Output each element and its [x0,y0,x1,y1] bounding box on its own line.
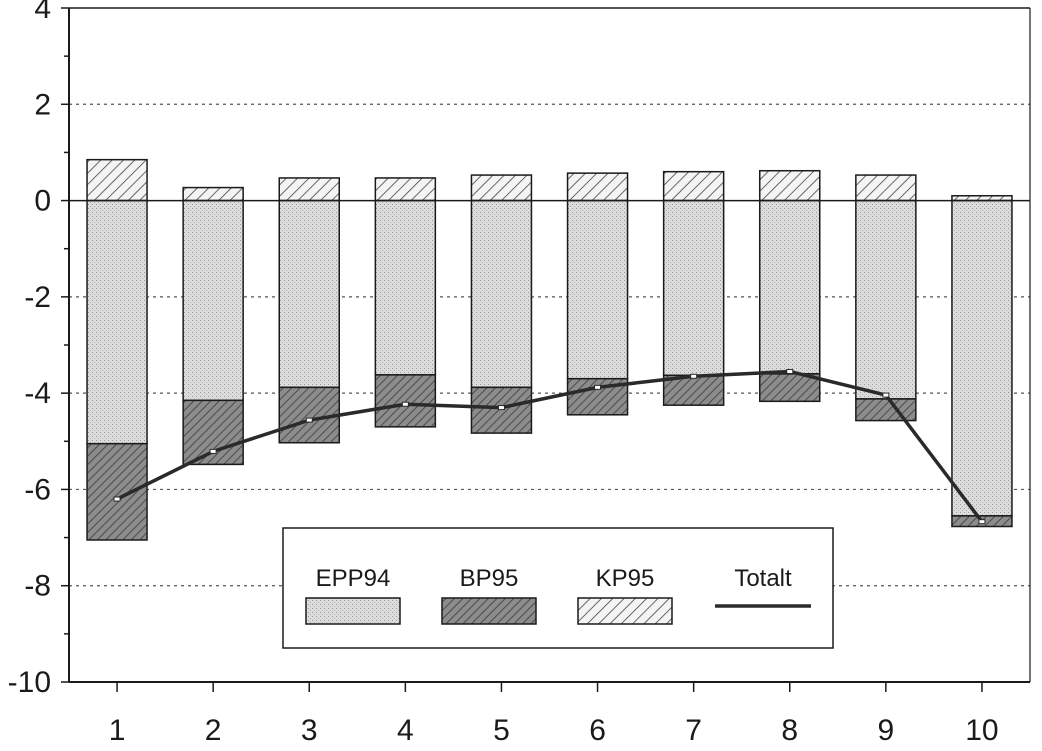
point-totalt-6 [594,384,602,390]
bar-bp95-2 [182,399,244,466]
bar-kp95-8 [759,169,821,202]
y-tick-label-neg10: -10 [8,666,51,699]
bar-bp95-9 [855,398,917,422]
bar-epp94-3 [278,199,340,389]
point-totalt-4 [401,401,409,407]
bar-kp95-3 [278,177,340,202]
bar-epp94-2 [182,199,244,402]
bar-bp95-5 [470,386,533,434]
x-tick-label-2: 2 [205,714,222,747]
y-tick-label-2: 2 [34,88,51,121]
totalt-line-group [113,368,986,525]
bar-epp94-7 [662,199,725,377]
y-tick-label-0: 0 [34,185,51,218]
legend-label-epp94: EPP94 [316,565,391,592]
legend-swatch-kp95 [577,597,673,625]
legend-swatch-epp94 [305,597,401,625]
bar-kp95-9 [855,174,917,202]
bar-kp95-1 [86,158,148,202]
y-tick-label-neg4: -4 [24,377,51,410]
x-tick-label-3: 3 [301,714,318,747]
bar-epp94-5 [470,199,533,389]
legend-box [282,527,834,649]
x-tick-label-7: 7 [685,714,702,747]
point-totalt-2 [209,448,217,454]
bar-kp95-4 [374,177,437,202]
bar-epp94-4 [374,199,437,376]
bars [86,158,1013,541]
legend-label-totalt: Totalt [734,565,792,592]
bar-kp95-6 [566,172,629,202]
legend-label-bp95: BP95 [460,565,519,592]
bar-epp94-8 [759,199,821,375]
y-tick-label-neg2: -2 [24,281,51,314]
x-tick-label-6: 6 [589,714,606,747]
bar-epp94-9 [855,199,917,400]
y-tick-label-neg8: -8 [24,570,51,603]
point-totalt-8 [786,368,794,374]
x-tick-label-9: 9 [878,714,895,747]
bar-epp94-1 [86,199,148,445]
point-totalt-7 [690,373,698,379]
series-line-totalt [116,369,984,523]
bar-epp94-10 [951,199,1013,517]
bar-kp95-5 [470,174,533,202]
legend-label-kp95: KP95 [596,565,655,592]
x-tick-label-10: 10 [965,714,998,747]
y-tick-label-neg6: -6 [24,473,51,506]
tick-labels: 4 2 0 -2 -4 -6 -8 -10 1 2 3 4 5 6 7 8 9 10 [8,0,999,747]
point-totalt-5 [497,405,505,411]
bar-bp95-8 [759,373,821,403]
legend: EPP94 BP95 KP95 Totalt [282,527,834,649]
x-tick-label-1: 1 [109,714,126,747]
x-tick-label-5: 5 [493,714,510,747]
x-tick-label-8: 8 [781,714,798,747]
bar-epp94-6 [566,199,629,380]
point-totalt-1 [113,496,121,502]
legend-swatch-bp95 [441,597,537,625]
point-totalt-3 [305,417,313,423]
y-tick-label-4: 4 [34,0,51,25]
bar-bp95-1 [86,442,148,541]
bar-bp95-4 [374,374,437,428]
bar-kp95-2 [182,186,244,202]
axes [61,7,1031,692]
x-tick-label-4: 4 [397,714,414,747]
point-totalt-10 [978,519,986,525]
bar-kp95-7 [662,170,725,202]
bar-bp95-7 [662,374,725,406]
point-totalt-9 [882,392,890,398]
